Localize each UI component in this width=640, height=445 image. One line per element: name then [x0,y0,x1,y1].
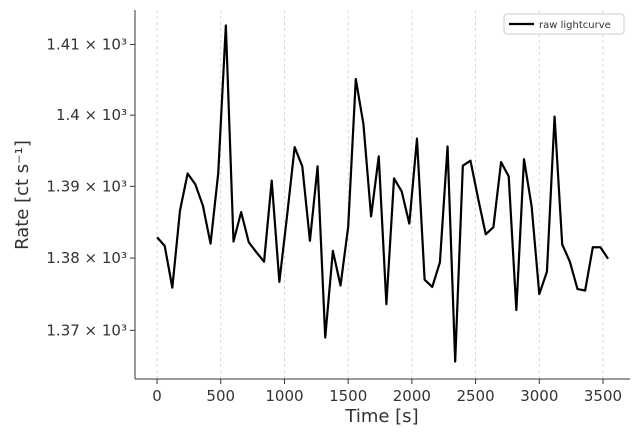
data-line [156,24,610,363]
x-tick-label: 1000 [265,387,303,405]
x-tick-label: 0 [152,387,162,405]
x-tick-label: 3500 [584,387,622,405]
y-tick-label: 1.37 × 10³ [46,321,127,339]
x-tick-label: 1500 [329,387,367,405]
x-tick-label: 2500 [456,387,494,405]
x-axis-label: Time [s] [344,406,418,427]
y-axis-label: Rate [ct s⁻¹] [12,140,33,250]
y-tick-label: 1.38 × 10³ [46,249,127,267]
x-tick-label: 3000 [520,387,558,405]
y-tick-label: 1.39 × 10³ [46,177,127,195]
x-tick-label: 2000 [393,387,431,405]
y-tick-label: 1.4 × 10³ [56,106,127,124]
legend-box [503,13,625,35]
y-tick-label: 1.41 × 10³ [46,35,127,53]
x-tick-label: 500 [206,387,235,405]
legend-label: raw lightcurve [539,20,611,31]
